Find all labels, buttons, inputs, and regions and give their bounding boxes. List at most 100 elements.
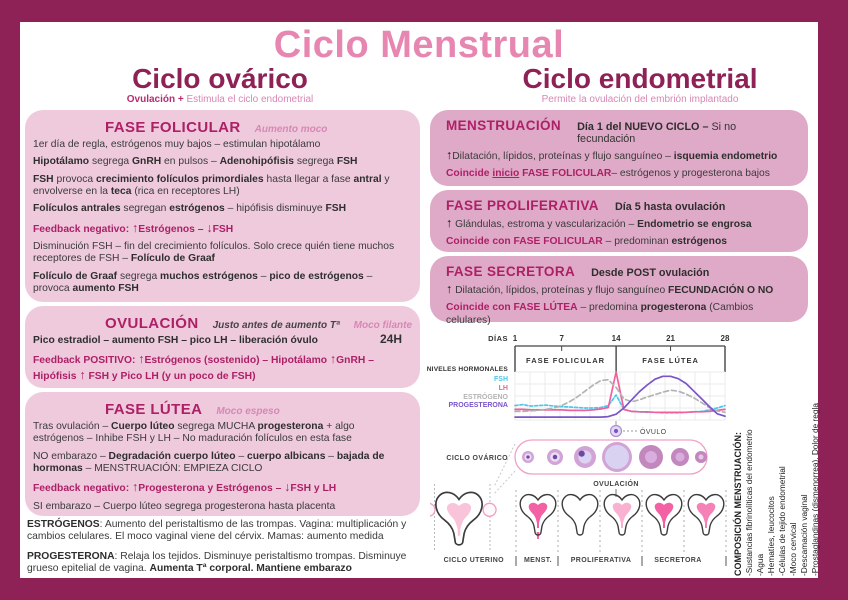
follicle-luteum xyxy=(639,445,663,469)
curve-estrógeno xyxy=(514,378,726,414)
legend-estrógeno: ESTRÓGENO xyxy=(463,393,508,401)
ovulo-label: ÓVULO xyxy=(640,427,667,436)
svg-text:1: 1 xyxy=(513,334,518,343)
box-tag: Moco filante xyxy=(353,320,413,331)
column-subtitle-ovarico: Ovulación + Estimula el ciclo endometria… xyxy=(126,94,314,106)
box-header: FASE FOLICULAR Aumento moco xyxy=(25,110,420,138)
box-tag: Aumento moco xyxy=(254,124,328,135)
text-line: ↑ Dilatación, lípidos, proteínas y flujo… xyxy=(446,282,774,296)
text-line: Disminución FSH – fin del crecimiento fo… xyxy=(33,241,395,265)
follicle-early xyxy=(522,451,534,463)
hormone-curves xyxy=(514,371,726,418)
box-note: Desde POST ovulación xyxy=(591,267,710,279)
page-title: Ciclo Menstrual xyxy=(273,24,565,66)
text-line: NO embarazo – Degradación cuerpo lúteo –… xyxy=(33,450,385,475)
hormone-notes: ESTRÓGENOS: Aumento del peristaltismo de… xyxy=(27,519,435,582)
axis-ticks: 1 7 14 21 28 xyxy=(513,334,730,372)
ovulacion-label: OVULACIÓN xyxy=(593,479,639,488)
cycle-chart: DÍAS 1 7 14 21 28 FASE FOLICULAR FASE LÚTEA Ó… xyxy=(430,334,730,566)
uterus-proliferativa-early xyxy=(561,493,599,536)
box-note: Día 1 del NUEVO CICLO – Si no fecundació… xyxy=(577,121,737,145)
follicle-luteum xyxy=(671,448,689,466)
column-header-ovarico: Ciclo ovárico Ovulación + Estimula el ci… xyxy=(50,63,390,106)
feedback-line: Feedback negativo: ↑Estrógenos – ↓FSH xyxy=(33,220,234,235)
text-line: Coincide inicio FASE FOLICULAR– estrógen… xyxy=(446,168,770,180)
box-title: FASE LÚTEA xyxy=(105,401,203,418)
uterus-secretora xyxy=(645,493,683,536)
box-tag: Moco espeso xyxy=(216,406,280,417)
uterus-menst xyxy=(519,493,557,539)
composition-item: -Hematíes, leucocitos xyxy=(766,496,777,576)
composition-item: -Sustancias fibrinolíticas del endometri… xyxy=(744,429,755,576)
composition-item: -Agua xyxy=(755,553,766,576)
legend-lh: LH xyxy=(498,384,508,392)
phase-brackets: FASE FOLICULAR FASE LÚTEA xyxy=(526,356,699,365)
ovary-icon xyxy=(482,502,497,517)
box-fase-secretora: FASE SECRETORA Desde POST ovulación ↑ Di… xyxy=(430,256,808,326)
uterus-overview-figure xyxy=(430,491,497,546)
box-title: FASE FOLICULAR xyxy=(105,119,241,136)
box-body: ↑ Dilatación, lípidos, proteínas y flujo… xyxy=(430,281,808,338)
curve-lh xyxy=(514,371,726,414)
text-line: Pico estradiol – aumento FSH – pico LH –… xyxy=(33,335,318,346)
composition-sidebar-text: COMPOSICIÓN MENSTRUACIÓN: -Sustancias fi… xyxy=(732,328,820,576)
box-title: MENSTRUACIÓN xyxy=(446,118,562,133)
ciclo-ovarico-label: CICLO OVÁRICO xyxy=(446,453,508,462)
svg-text:28: 28 xyxy=(721,334,730,343)
text-line: Coincide con FASE LÚTEA – predomina prog… xyxy=(446,302,754,326)
box-body: Pico estradiol – aumento FSH – pico LH –… xyxy=(25,334,420,394)
column-subtitle-endometrial: Permite la ovulación del embrión implant… xyxy=(541,94,739,106)
chart-legend: NIVELES HORMONALES FSH LH ESTRÓGENO PROGEST… xyxy=(426,366,508,411)
curve-progesterona xyxy=(514,375,726,418)
text-line: Folículos antrales segregan estrógenos –… xyxy=(33,203,347,215)
box-header: FASE LÚTEA Moco espeso xyxy=(25,392,420,420)
text-line: 1er día de regla, estrógenos muy bajos –… xyxy=(33,139,321,150)
uterine-phase-figures xyxy=(515,490,727,552)
progesterona-note: PROGESTERONA: Relaja los tejidos. Dismin… xyxy=(27,550,407,575)
estrogenos-note: ESTRÓGENOS: Aumento del peristaltismo de… xyxy=(27,519,407,543)
text-line: ↑ Glándulas, estroma y vascularización –… xyxy=(446,216,752,230)
ciclo-uterino-label: CICLO UTERINO xyxy=(444,557,505,564)
box-fase-proliferativa: FASE PROLIFERATIVA Día 5 hasta ovulación… xyxy=(430,190,808,252)
svg-text:21: 21 xyxy=(666,334,675,343)
box-header: FASE SECRETORA Desde POST ovulación xyxy=(430,256,808,281)
phase-label-proliferativa: PROLIFERATIVA xyxy=(571,557,632,564)
box-fase-lutea: FASE LÚTEA Moco espeso Tras ovulación – … xyxy=(25,392,420,516)
box-header: MENSTRUACIÓN Día 1 del NUEVO CICLO – Si … xyxy=(430,110,808,147)
sheet: Ciclo Menstrual Ciclo ovárico Ovulación … xyxy=(20,22,820,578)
legend-fsh: FSH xyxy=(494,376,508,383)
svg-text:14: 14 xyxy=(612,334,621,343)
box-tag-dark: Justo antes de aumento Tª xyxy=(212,320,340,331)
follicle-albicans xyxy=(695,451,707,463)
legend-progesterona: PROGESTERONA xyxy=(448,402,508,410)
box-body: ↑Dilatación, lípidos, proteínas y flujo … xyxy=(430,147,808,192)
ovulo-dot xyxy=(613,428,619,434)
column-title-ovarico: Ciclo ovárico xyxy=(132,63,308,94)
box-body: ↑ Glándulas, estroma y vascularización –… xyxy=(430,215,808,260)
duration-label: 24H xyxy=(379,332,402,346)
box-body: Tras ovulación – Cuerpo lúteo segrega MU… xyxy=(25,420,420,524)
box-title: FASE PROLIFERATIVA xyxy=(446,198,599,213)
feedback-line: Feedback negativo: ↑Progesterona y Estró… xyxy=(33,480,337,495)
connector-line xyxy=(493,470,516,495)
column-title-endometrial: Ciclo endometrial xyxy=(522,63,758,94)
legend-items: FSH LH ESTRÓGENO PROGESTERONA xyxy=(426,376,508,411)
column-header-endometrial: Ciclo endometrial Permite la ovulación d… xyxy=(460,63,820,106)
svg-text:FASE LÚTEA: FASE LÚTEA xyxy=(642,356,699,365)
uterus-secretora-late xyxy=(687,493,725,536)
feedback-line: Feedback POSITIVO: ↑Estrógenos (sostenid… xyxy=(33,352,374,382)
box-title: FASE SECRETORA xyxy=(446,264,576,279)
text-line: Hipotálamo segrega GnRH en pulsos – Aden… xyxy=(33,156,358,168)
box-fase-folicular: FASE FOLICULAR Aumento moco 1er día de r… xyxy=(25,110,420,302)
composition-item: -Descamación vaginal xyxy=(798,494,809,576)
box-body: 1er día de regla, estrógenos muy bajos –… xyxy=(25,138,420,306)
text-line: SI embarazo – Cuerpo lúteo segrega proge… xyxy=(33,500,336,512)
composition-item: -Moco cervical xyxy=(787,522,798,576)
box-header: FASE PROLIFERATIVA Día 5 hasta ovulación xyxy=(430,190,808,215)
composition-item: -Prostaglandinas (dismenorrea). Dolor de… xyxy=(809,403,820,576)
svg-text:FASE FOLICULAR: FASE FOLICULAR xyxy=(526,356,605,365)
follicle-graaf xyxy=(602,442,632,472)
composition-heading: COMPOSICIÓN MENSTRUACIÓN: xyxy=(733,432,743,576)
box-menstruacion: MENSTRUACIÓN Día 1 del NUEVO CICLO – Si … xyxy=(430,110,808,186)
svg-text:7: 7 xyxy=(559,334,564,343)
